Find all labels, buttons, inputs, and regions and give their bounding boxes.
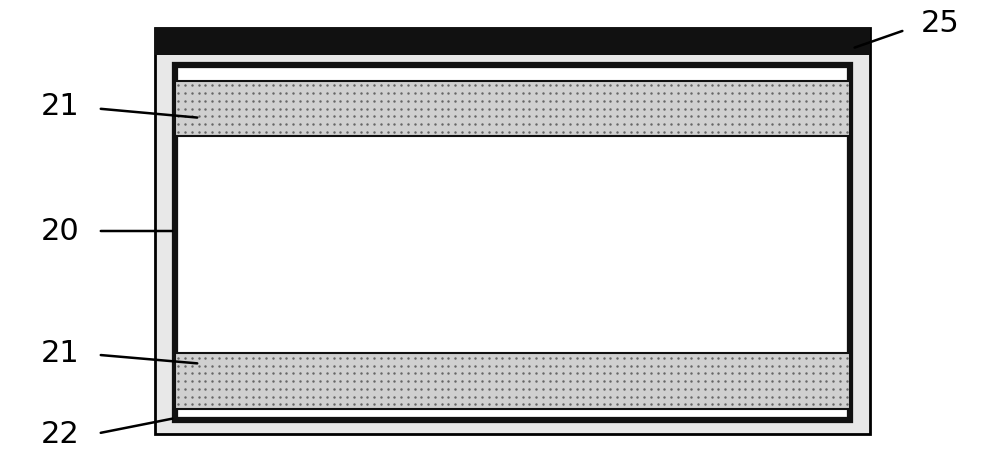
Text: 21: 21 (41, 339, 79, 368)
Text: 25: 25 (921, 9, 959, 37)
Bar (175, 81, 850, 136)
Bar (175, 65, 850, 420)
Text: 21: 21 (41, 92, 79, 121)
Bar (155, 28, 870, 434)
Bar (155, 28, 870, 55)
Text: 20: 20 (41, 217, 79, 245)
Text: 22: 22 (41, 420, 79, 449)
Bar (175, 353, 850, 409)
